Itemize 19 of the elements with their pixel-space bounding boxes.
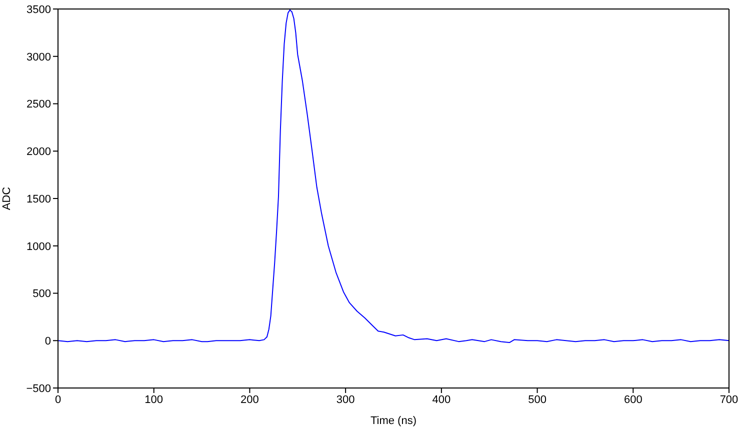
x-tick-label: 300 [336, 394, 355, 406]
y-tick-label: 1000 [26, 240, 51, 253]
x-tick-label: 500 [528, 394, 546, 406]
y-axis-title: ADC [0, 186, 13, 210]
x-axis-title: Time (ns) [370, 415, 417, 427]
x-tick-label: 100 [144, 394, 164, 406]
y-tick-label: 1500 [26, 193, 51, 206]
x-tick-label: 600 [624, 394, 642, 406]
x-tick-label: 200 [240, 394, 259, 406]
x-tick-label: 0 [54, 394, 62, 406]
y-tick-label: 2500 [26, 98, 51, 111]
x-tick-label: 400 [432, 394, 451, 406]
x-tick-label: 700 [720, 394, 738, 406]
y-tick-label: 3000 [26, 51, 51, 64]
y-tick-label: 3500 [26, 4, 51, 16]
y-tick-label: 0 [44, 336, 51, 348]
y-tick-label: −500 [26, 382, 51, 395]
y-tick-label: 500 [32, 288, 51, 300]
y-tick-label: 2000 [26, 146, 51, 158]
